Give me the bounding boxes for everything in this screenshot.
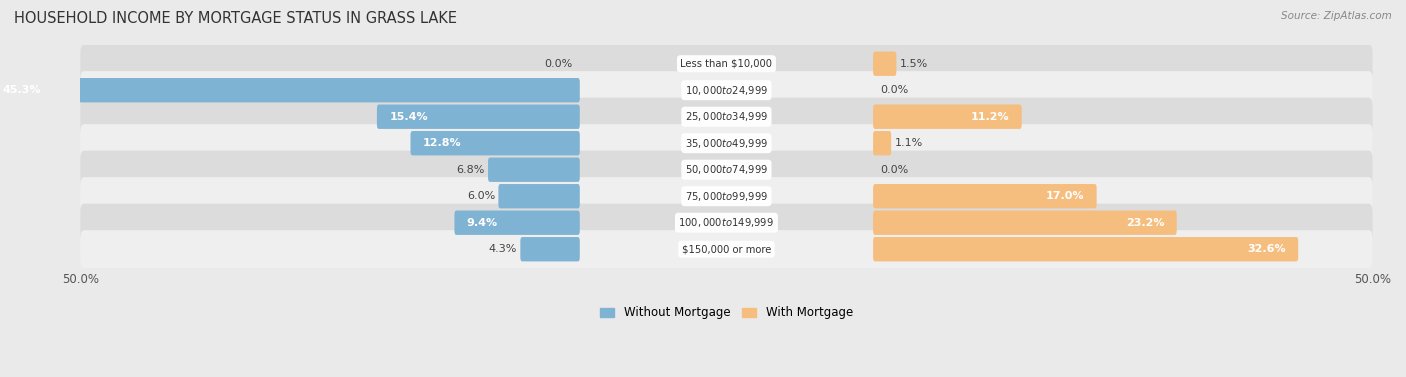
FancyBboxPatch shape (520, 237, 579, 261)
FancyBboxPatch shape (0, 78, 579, 103)
FancyBboxPatch shape (80, 124, 1372, 162)
Text: 12.8%: 12.8% (423, 138, 461, 148)
Text: 4.3%: 4.3% (489, 244, 517, 254)
Text: 0.0%: 0.0% (544, 59, 572, 69)
FancyBboxPatch shape (377, 104, 579, 129)
FancyBboxPatch shape (873, 184, 1097, 208)
FancyBboxPatch shape (873, 104, 1022, 129)
Text: 17.0%: 17.0% (1046, 191, 1084, 201)
FancyBboxPatch shape (454, 210, 579, 235)
Text: $10,000 to $24,999: $10,000 to $24,999 (685, 84, 768, 97)
Text: 1.5%: 1.5% (900, 59, 928, 69)
FancyBboxPatch shape (411, 131, 579, 155)
Text: 11.2%: 11.2% (970, 112, 1010, 122)
Text: $100,000 to $149,999: $100,000 to $149,999 (679, 216, 775, 229)
FancyBboxPatch shape (80, 204, 1372, 242)
Text: $35,000 to $49,999: $35,000 to $49,999 (685, 137, 768, 150)
Text: 0.0%: 0.0% (880, 165, 908, 175)
FancyBboxPatch shape (498, 184, 579, 208)
FancyBboxPatch shape (80, 230, 1372, 268)
FancyBboxPatch shape (80, 98, 1372, 136)
Text: 32.6%: 32.6% (1247, 244, 1286, 254)
FancyBboxPatch shape (488, 158, 579, 182)
Text: 23.2%: 23.2% (1126, 218, 1164, 228)
Text: Source: ZipAtlas.com: Source: ZipAtlas.com (1281, 11, 1392, 21)
FancyBboxPatch shape (80, 177, 1372, 215)
Text: 6.0%: 6.0% (467, 191, 495, 201)
Text: 45.3%: 45.3% (3, 85, 41, 95)
Text: 15.4%: 15.4% (389, 112, 427, 122)
Text: 6.8%: 6.8% (457, 165, 485, 175)
Legend: Without Mortgage, With Mortgage: Without Mortgage, With Mortgage (595, 302, 858, 324)
Text: $50,000 to $74,999: $50,000 to $74,999 (685, 163, 768, 176)
Text: 0.0%: 0.0% (880, 85, 908, 95)
FancyBboxPatch shape (80, 44, 1372, 83)
Text: $25,000 to $34,999: $25,000 to $34,999 (685, 110, 768, 123)
Text: 1.1%: 1.1% (894, 138, 922, 148)
FancyBboxPatch shape (80, 151, 1372, 189)
Text: $150,000 or more: $150,000 or more (682, 244, 770, 254)
Text: HOUSEHOLD INCOME BY MORTGAGE STATUS IN GRASS LAKE: HOUSEHOLD INCOME BY MORTGAGE STATUS IN G… (14, 11, 457, 26)
FancyBboxPatch shape (873, 52, 897, 76)
Text: 9.4%: 9.4% (467, 218, 498, 228)
FancyBboxPatch shape (873, 210, 1177, 235)
Text: $75,000 to $99,999: $75,000 to $99,999 (685, 190, 768, 203)
FancyBboxPatch shape (873, 237, 1298, 261)
Text: Less than $10,000: Less than $10,000 (681, 59, 772, 69)
FancyBboxPatch shape (80, 71, 1372, 109)
FancyBboxPatch shape (873, 131, 891, 155)
